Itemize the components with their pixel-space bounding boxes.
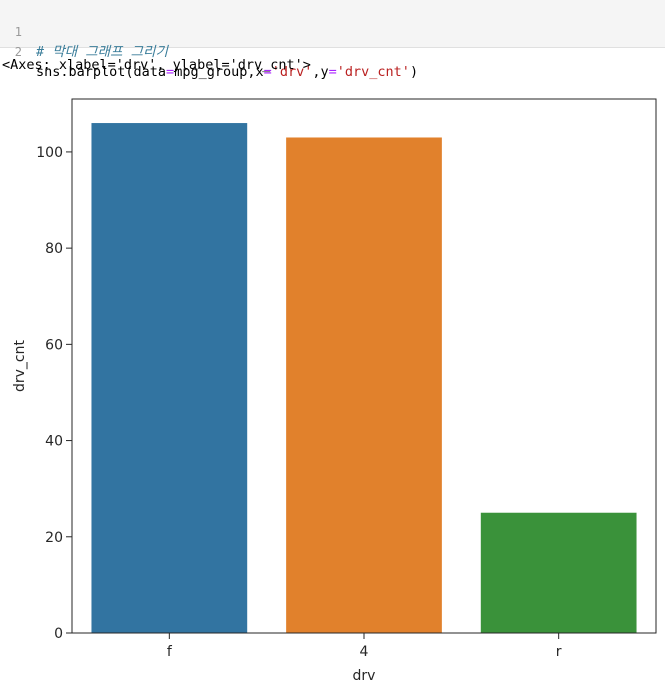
bar-chart: 0 20 40 60 80 100 f 4 r drv drv_cnt — [12, 98, 657, 683]
y-tick-label: 0 — [54, 626, 63, 642]
y-tick-label: 40 — [45, 434, 63, 450]
bars-group — [91, 123, 637, 634]
cell-output-text: <Axes: xlabel='drv', ylabel='drv_cnt'> — [2, 57, 311, 73]
axes-frame — [71, 98, 657, 634]
code-line-2: 2 sns.barplot(data=mpg_group,x='drv',y='… — [0, 22, 418, 80]
x-tick-label: 4 — [360, 644, 369, 660]
y-tick-label: 100 — [36, 145, 63, 161]
y-tick-label: 80 — [45, 241, 63, 257]
y-tick-label: 60 — [45, 337, 63, 353]
x-tick-label: f — [167, 644, 173, 660]
line-number: 2 — [14, 45, 22, 59]
y-axis-ticks: 0 20 40 60 80 100 — [36, 145, 72, 642]
code-statement: sns.barplot(data=mpg_group,x='drv',y='dr… — [36, 64, 419, 80]
code-comment: # 막대 그래프 그리기 — [36, 44, 168, 60]
bar-4 — [286, 137, 442, 633]
x-tick-label: r — [556, 644, 562, 660]
line-number: 1 — [14, 25, 22, 39]
code-cell[interactable]: 1 # 막대 그래프 그리기 2 sns.barplot(data=mpg_gr… — [0, 0, 665, 80]
x-axis-ticks: f 4 r — [167, 633, 562, 660]
bar-r — [480, 512, 637, 633]
x-axis-label: drv — [353, 668, 376, 683]
y-tick-label: 20 — [45, 530, 63, 546]
bar-f — [91, 123, 248, 634]
code-line-1: 1 # 막대 그래프 그리기 — [0, 2, 168, 60]
y-axis-label: drv_cnt — [12, 340, 28, 392]
